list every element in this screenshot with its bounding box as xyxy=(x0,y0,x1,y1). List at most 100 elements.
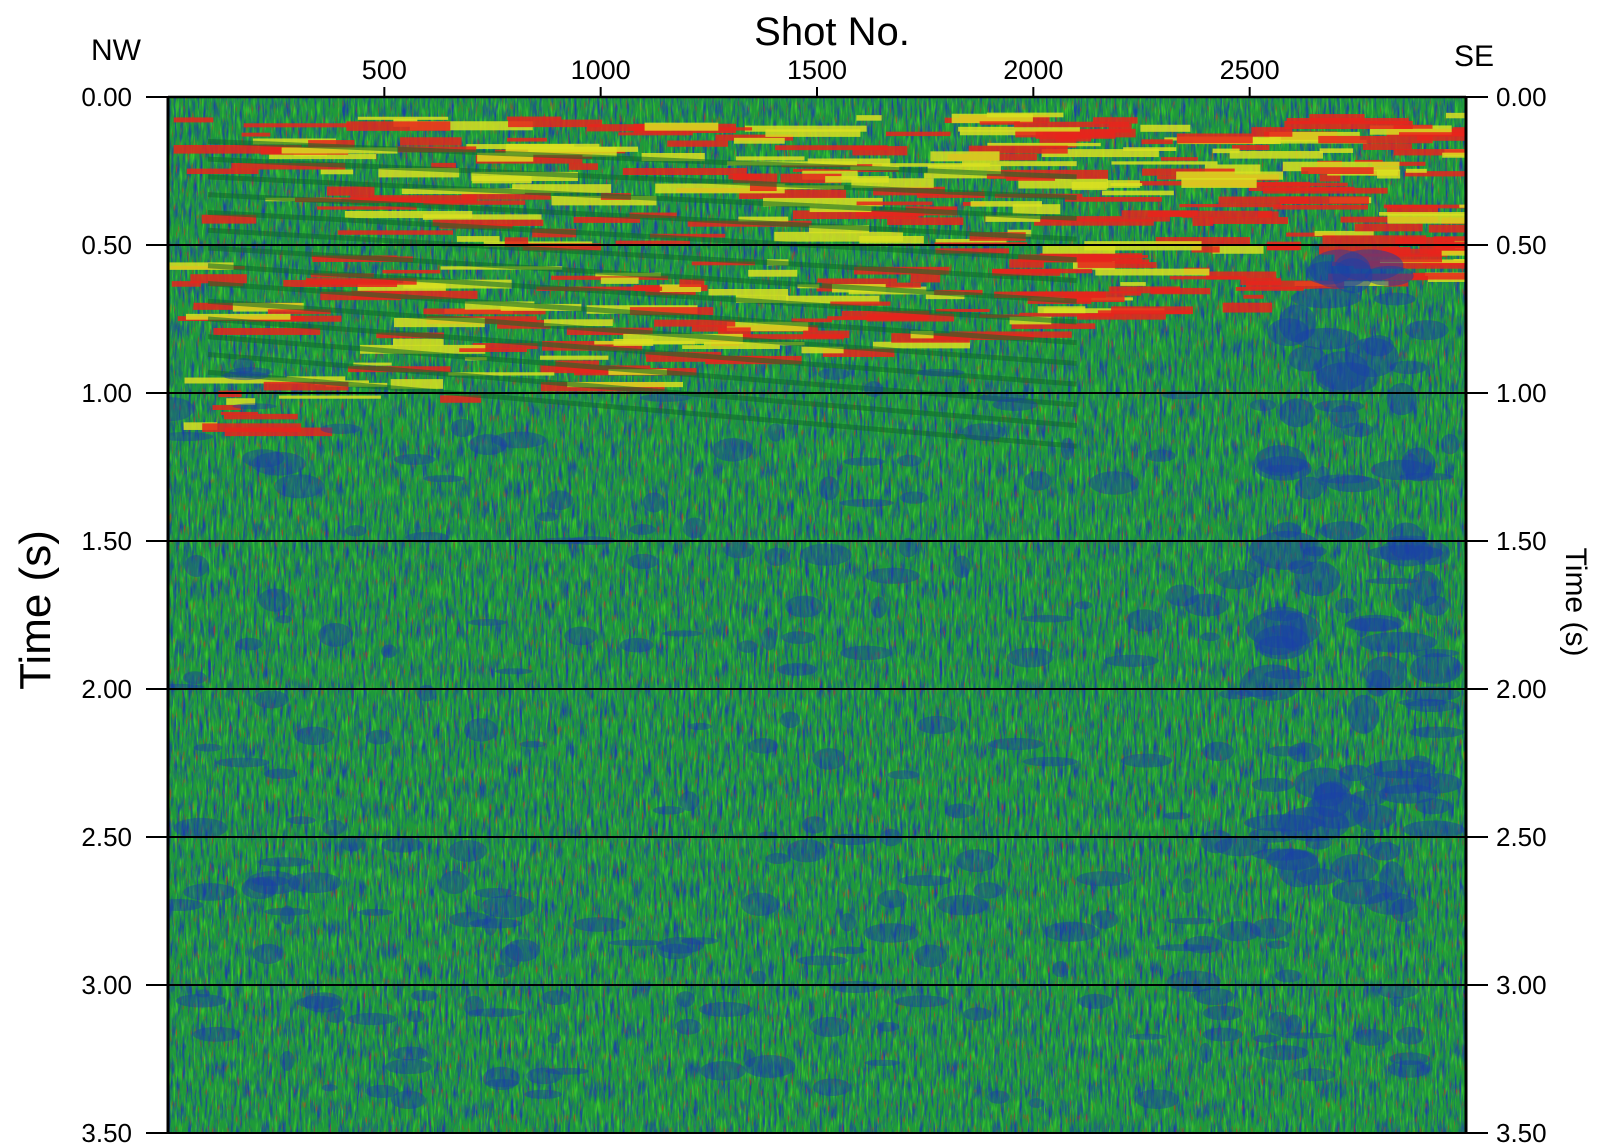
blue-patch xyxy=(779,711,801,728)
reflector-streak xyxy=(1282,161,1400,172)
blue-patch xyxy=(274,474,325,499)
reflector-streak xyxy=(736,294,789,303)
reflector-streak xyxy=(1076,313,1166,320)
blue-patch xyxy=(480,895,535,918)
blue-patch xyxy=(463,718,499,742)
blue-patch xyxy=(1078,993,1113,1009)
blue-patch xyxy=(894,995,950,1008)
reflector-streak xyxy=(241,132,271,137)
reflector-band xyxy=(207,138,1077,180)
blue-patch xyxy=(765,852,791,865)
reflector-streak xyxy=(212,405,241,411)
blue-patch xyxy=(1335,249,1404,281)
reflector-streak xyxy=(231,163,346,170)
blue-patch xyxy=(1404,320,1449,341)
blue-patch xyxy=(899,537,918,558)
blue-patch xyxy=(1183,935,1223,954)
reflector-streak xyxy=(1041,216,1170,222)
reflector-streak xyxy=(1111,306,1194,315)
reflector-streak xyxy=(173,117,214,123)
reflector-streak xyxy=(1111,161,1218,165)
blue-patch xyxy=(380,644,397,659)
blue-patch xyxy=(294,726,335,746)
reflector-streak xyxy=(1405,171,1466,177)
reflector-band xyxy=(207,280,1077,346)
blue-patch xyxy=(863,923,919,943)
reflector-streak xyxy=(1257,139,1367,144)
blue-patch xyxy=(1344,337,1399,378)
blue-patch xyxy=(1219,688,1254,700)
reflector-streak xyxy=(568,163,599,170)
reflector-streak xyxy=(1428,224,1466,233)
reflector-streak xyxy=(715,134,794,141)
blue-patch xyxy=(385,1059,432,1075)
y-tick-label-right: 3.00 xyxy=(1496,970,1547,1000)
reflector-streak xyxy=(1206,271,1277,280)
reflector-streak xyxy=(775,145,888,151)
reflector-streak xyxy=(523,243,602,251)
reflector-streak xyxy=(472,343,538,350)
blue-patch xyxy=(979,393,1026,402)
reflector-streak xyxy=(728,173,761,180)
blue-patch xyxy=(812,748,846,770)
reflector-streak xyxy=(958,126,1080,132)
blue-patch xyxy=(1199,1042,1212,1064)
blue-patch xyxy=(1373,292,1416,306)
reflector-streak xyxy=(1286,232,1336,237)
reflector-streak xyxy=(623,333,743,344)
blue-patch xyxy=(1422,595,1449,616)
reflector-streak xyxy=(220,411,259,415)
reflector-streak xyxy=(422,214,542,220)
reflector-streak xyxy=(400,137,462,146)
reflector-streak xyxy=(1319,174,1341,182)
blue-patch xyxy=(286,816,316,825)
blue-patch xyxy=(699,1001,753,1018)
blue-patch xyxy=(864,1059,901,1067)
reflector-streak xyxy=(1192,217,1214,226)
blue-patch xyxy=(818,368,850,380)
reflector-streak xyxy=(1459,204,1466,208)
reflector-streak xyxy=(682,345,780,349)
blue-patch xyxy=(1266,848,1318,871)
y-tick-label-left: 1.50 xyxy=(81,526,132,556)
reflector-streak xyxy=(994,291,1106,298)
blue-patch xyxy=(1414,798,1451,815)
y-tick-label-right: 1.50 xyxy=(1496,526,1547,556)
blue-patch xyxy=(365,1084,399,1098)
blue-patch xyxy=(829,980,883,993)
reflector-streak xyxy=(762,197,883,207)
reflector-streak xyxy=(409,121,533,131)
reflector-streak xyxy=(1019,312,1115,317)
reflector-streak xyxy=(726,321,809,332)
blue-patch xyxy=(840,645,893,661)
se-corner-label: SE xyxy=(1454,40,1494,73)
reflector-streak xyxy=(267,309,331,315)
reflector-streak xyxy=(792,210,919,219)
blue-patch xyxy=(494,964,510,978)
reflector-streak xyxy=(986,112,1064,118)
blue-patch xyxy=(232,403,277,410)
blue-patch xyxy=(916,368,965,377)
reflector-streak xyxy=(744,125,867,132)
reflector-streak xyxy=(615,240,691,245)
reflector-streak xyxy=(791,318,833,323)
reflector-band xyxy=(207,352,1077,429)
blue-patch xyxy=(1167,917,1215,925)
reflector-streak xyxy=(774,231,904,242)
reflector-streak xyxy=(1191,246,1220,253)
reflector-streak xyxy=(825,176,889,183)
reflector-layer xyxy=(168,112,1466,449)
blue-patch xyxy=(235,637,263,651)
reflector-streak xyxy=(885,131,951,137)
reflector-streak xyxy=(856,201,933,206)
blue-patch xyxy=(743,1055,796,1078)
blue-patch xyxy=(341,835,363,852)
blue-patch xyxy=(743,1049,756,1067)
blue-patch xyxy=(809,1016,850,1038)
blue-patch xyxy=(1074,601,1093,610)
blue-patch xyxy=(1367,545,1444,561)
reflector-streak xyxy=(935,308,990,313)
reflector-streak xyxy=(1284,120,1413,130)
reflector-streak xyxy=(1212,148,1240,154)
reflector-streak xyxy=(1109,286,1181,294)
